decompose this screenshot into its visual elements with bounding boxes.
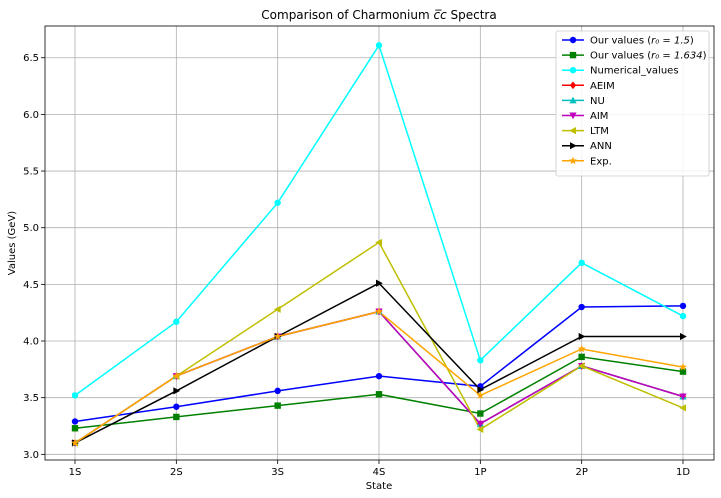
x-tick-label: 2P — [575, 467, 587, 478]
x-tick-label: 1S — [69, 467, 82, 478]
data-point-our-values-r-1-634 — [375, 391, 383, 398]
legend-label: AEIM — [590, 81, 615, 92]
x-tick-label: 3S — [271, 467, 284, 478]
data-point-aim — [476, 420, 484, 428]
data-point-our-values-r-1-5 — [71, 418, 79, 425]
data-point-numerical-values — [274, 199, 281, 206]
data-point-numerical-values — [71, 392, 79, 399]
data-point-our-values-r-1-634 — [679, 368, 687, 375]
data-point-ltm — [273, 305, 281, 313]
y-tick-label: 5.5 — [23, 167, 39, 178]
data-point-exp — [679, 362, 687, 371]
legend-marker — [570, 142, 577, 150]
data-point-numerical-values — [477, 357, 484, 364]
y-tick-label: 4.0 — [23, 337, 39, 348]
data-point-our-values-r-1-5 — [274, 387, 281, 395]
x-tick-label: 1D — [676, 467, 690, 478]
data-point-ltm — [679, 404, 686, 412]
y-tick-label: 6.5 — [23, 53, 39, 64]
legend-marker — [569, 156, 577, 165]
legend-box — [555, 30, 710, 177]
legend-marker — [569, 81, 577, 90]
data-point-exp — [375, 307, 383, 315]
y-tick-label: 6.0 — [23, 110, 39, 121]
data-point-ltm — [476, 425, 484, 434]
y-axis-label: Values (GeV) — [7, 211, 18, 275]
x-tick-label: 4S — [373, 467, 386, 478]
data-point-our-values-r-1-634 — [71, 425, 79, 432]
data-point-ann — [680, 332, 687, 341]
data-point-ltm — [375, 238, 382, 247]
legend: Our values (r₀ = 1.5) Our values (r₀ = 1.… — [555, 30, 710, 177]
data-point-exp — [172, 371, 181, 380]
data-point-numerical-values — [578, 259, 585, 267]
legend-marker — [569, 112, 577, 120]
data-point-numerical-values — [679, 312, 687, 320]
x-tick-label: 1P — [474, 467, 486, 478]
legend-marker — [569, 51, 577, 59]
y-tick-label: 5.0 — [23, 223, 39, 234]
data-point-our-values-r-1-5 — [375, 372, 383, 380]
legend-label: NU — [590, 96, 605, 107]
data-point-numerical-values — [375, 42, 383, 49]
data-point-ann — [477, 386, 485, 394]
data-point-our-values-r-1-634 — [173, 413, 180, 421]
x-tick-label: 2S — [170, 467, 183, 478]
legend-label: Our values (r₀ = 1.5) — [590, 36, 694, 47]
legend-label: Numerical_values — [590, 66, 679, 77]
y-tick-label: 3.5 — [23, 393, 39, 404]
data-point-ann — [376, 279, 383, 287]
data-point-our-values-r-1-5 — [679, 302, 687, 310]
data-point-ann — [578, 332, 586, 341]
data-point-exp — [273, 332, 282, 340]
data-point-our-values-r-1-634 — [578, 353, 585, 361]
legend-marker — [569, 36, 577, 44]
legend-label: Our values (r₀ = 1.634) — [590, 51, 707, 62]
data-point-exp — [476, 391, 485, 399]
legend-label: AIM — [590, 111, 608, 122]
x-axis-ticks: 1S 2S 3S 4S 1P 2P 1D — [69, 460, 690, 478]
chart-title: Comparison of Charmonium c̅c Spectra — [261, 8, 496, 22]
data-point-ltm — [577, 362, 585, 370]
data-point-numerical-values — [173, 318, 180, 325]
legend-marker — [569, 96, 577, 104]
data-point-our-values-r-1-5 — [578, 303, 585, 311]
series-markers — [71, 42, 687, 447]
legend-label: ANN — [590, 141, 612, 152]
y-tick-label: 3.0 — [23, 450, 39, 461]
data-point-our-values-r-1-634 — [274, 402, 281, 409]
y-axis-ticks: 3.0 3.5 4.0 4.5 5.0 5.5 6.0 6.5 — [23, 53, 45, 461]
x-axis-label: State — [366, 481, 392, 492]
data-point-aim — [679, 393, 687, 401]
legend-label: LTM — [590, 126, 609, 137]
legend-marker — [569, 67, 577, 74]
legend-marker — [569, 127, 576, 135]
data-point-our-values-r-1-5 — [173, 403, 180, 410]
y-tick-label: 4.5 — [23, 280, 39, 291]
legend-label: Exp. — [590, 156, 612, 167]
data-point-ann — [173, 387, 181, 395]
plot-frame — [44, 25, 715, 461]
data-point-exp — [71, 438, 79, 447]
data-point-exp — [577, 344, 586, 353]
data-point-our-values-r-1-634 — [477, 410, 484, 417]
